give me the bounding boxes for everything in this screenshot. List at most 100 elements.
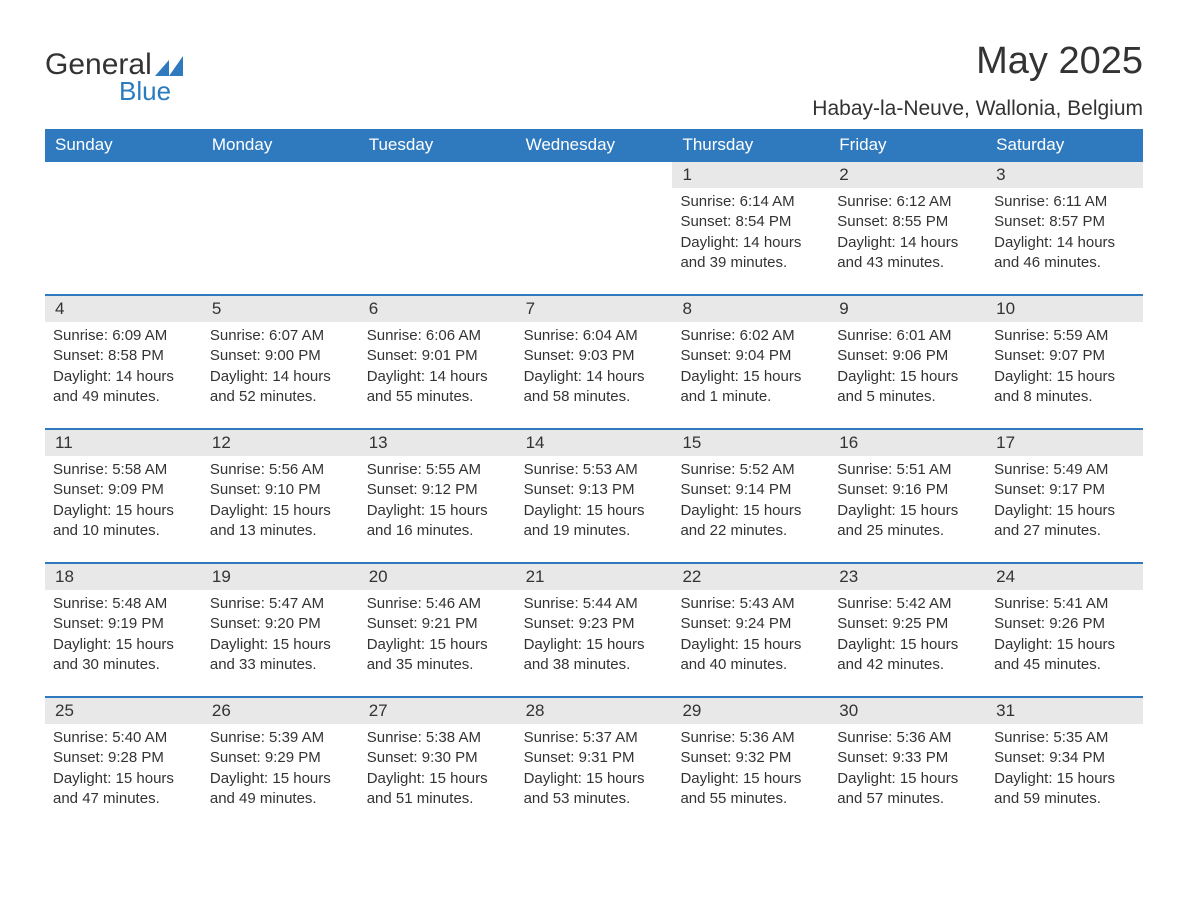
calendar-cell: 6 Sunrise: 6:06 AMSunset: 9:01 PMDaylight… — [359, 296, 516, 428]
page-subtitle: Habay-la-Neuve, Wallonia, Belgium — [812, 97, 1143, 121]
logo-word2: Blue — [119, 76, 183, 107]
sunset-line: Sunset: 8:55 PM — [837, 212, 978, 232]
day-details: Sunrise: 5:38 AMSunset: 9:30 PMDaylight:… — [367, 724, 508, 809]
day-details: Sunrise: 6:12 AMSunset: 8:55 PMDaylight:… — [837, 188, 978, 273]
logo-triangle-icon — [155, 56, 183, 76]
sunset-line: Sunset: 9:12 PM — [367, 480, 508, 500]
dayheader-tuesday: Tuesday — [359, 129, 516, 162]
calendar-cell: 2Sunrise: 6:12 AMSunset: 8:55 PMDaylight… — [829, 162, 986, 294]
daylight-line: Daylight: 15 hours and 42 minutes. — [837, 635, 978, 676]
day-number: 20 — [359, 564, 516, 590]
calendar-cell: 21Sunrise: 5:44 AMSunset: 9:23 PMDayligh… — [516, 564, 673, 696]
sunset-line: Sunset: 9:09 PM — [53, 480, 194, 500]
daylight-line: Daylight: 14 hours and 58 minutes. — [524, 367, 665, 408]
calendar-cell: 23Sunrise: 5:42 AMSunset: 9:25 PMDayligh… — [829, 564, 986, 696]
day-details: Sunrise: 5:59 AMSunset: 9:07 PMDaylight:… — [994, 322, 1135, 407]
sunrise-line: Sunrise: 6:09 AM — [53, 326, 194, 346]
sunrise-line: Sunrise: 5:59 AM — [994, 326, 1135, 346]
day-details: Sunrise: 6:11 AMSunset: 8:57 PMDaylight:… — [994, 188, 1135, 273]
day-number: 6 — [359, 296, 516, 322]
sunrise-line: Sunrise: 5:36 AM — [837, 728, 978, 748]
day-details: Sunrise: 5:40 AMSunset: 9:28 PMDaylight:… — [53, 724, 194, 809]
day-number: 13 — [359, 430, 516, 456]
weeks-container: 1Sunrise: 6:14 AMSunset: 8:54 PMDaylight… — [45, 162, 1143, 830]
sunset-line: Sunset: 8:58 PM — [53, 346, 194, 366]
sunrise-line: Sunrise: 6:06 AM — [367, 326, 508, 346]
sunset-line: Sunset: 9:07 PM — [994, 346, 1135, 366]
calendar-cell: 15Sunrise: 5:52 AMSunset: 9:14 PMDayligh… — [672, 430, 829, 562]
sunrise-line: Sunrise: 5:52 AM — [680, 460, 821, 480]
sunset-line: Sunset: 9:23 PM — [524, 614, 665, 634]
day-details: Sunrise: 6:04 AMSunset: 9:03 PMDaylight:… — [524, 322, 665, 407]
day-number: 4 — [45, 296, 202, 322]
calendar-cell: 14Sunrise: 5:53 AMSunset: 9:13 PMDayligh… — [516, 430, 673, 562]
day-number: 8 — [672, 296, 829, 322]
daylight-line: Daylight: 14 hours and 55 minutes. — [367, 367, 508, 408]
daylight-line: Daylight: 15 hours and 13 minutes. — [210, 501, 351, 542]
daylight-line: Daylight: 15 hours and 47 minutes. — [53, 769, 194, 810]
sunrise-line: Sunrise: 5:51 AM — [837, 460, 978, 480]
day-number: 19 — [202, 564, 359, 590]
sunrise-line: Sunrise: 5:35 AM — [994, 728, 1135, 748]
calendar-week: 18Sunrise: 5:48 AMSunset: 9:19 PMDayligh… — [45, 562, 1143, 696]
sunset-line: Sunset: 9:01 PM — [367, 346, 508, 366]
day-details: Sunrise: 5:36 AMSunset: 9:32 PMDaylight:… — [680, 724, 821, 809]
sunset-line: Sunset: 9:24 PM — [680, 614, 821, 634]
daylight-line: Daylight: 15 hours and 5 minutes. — [837, 367, 978, 408]
day-details: Sunrise: 5:56 AMSunset: 9:10 PMDaylight:… — [210, 456, 351, 541]
sunset-line: Sunset: 9:00 PM — [210, 346, 351, 366]
daylight-line: Daylight: 14 hours and 43 minutes. — [837, 233, 978, 274]
day-details: Sunrise: 5:36 AMSunset: 9:33 PMDaylight:… — [837, 724, 978, 809]
sunrise-line: Sunrise: 5:46 AM — [367, 594, 508, 614]
sunrise-line: Sunrise: 6:01 AM — [837, 326, 978, 346]
calendar-cell: 7Sunrise: 6:04 AMSunset: 9:03 PMDaylight… — [516, 296, 673, 428]
sunrise-line: Sunrise: 5:42 AM — [837, 594, 978, 614]
day-number: 16 — [829, 430, 986, 456]
calendar-cell: 16Sunrise: 5:51 AMSunset: 9:16 PMDayligh… — [829, 430, 986, 562]
sunrise-line: Sunrise: 5:41 AM — [994, 594, 1135, 614]
sunset-line: Sunset: 9:30 PM — [367, 748, 508, 768]
daylight-line: Daylight: 15 hours and 53 minutes. — [524, 769, 665, 810]
sunrise-line: Sunrise: 6:04 AM — [524, 326, 665, 346]
calendar-cell: 19Sunrise: 5:47 AMSunset: 9:20 PMDayligh… — [202, 564, 359, 696]
day-details: Sunrise: 5:49 AMSunset: 9:17 PMDaylight:… — [994, 456, 1135, 541]
day-number: 15 — [672, 430, 829, 456]
sunrise-line: Sunrise: 6:14 AM — [680, 192, 821, 212]
sunset-line: Sunset: 9:20 PM — [210, 614, 351, 634]
daylight-line: Daylight: 15 hours and 59 minutes. — [994, 769, 1135, 810]
calendar-cell: 17Sunrise: 5:49 AMSunset: 9:17 PMDayligh… — [986, 430, 1143, 562]
sunset-line: Sunset: 9:33 PM — [837, 748, 978, 768]
day-number: 10 — [986, 296, 1143, 322]
calendar-cell: 31Sunrise: 5:35 AMSunset: 9:34 PMDayligh… — [986, 698, 1143, 830]
day-number: 12 — [202, 430, 359, 456]
sunset-line: Sunset: 9:21 PM — [367, 614, 508, 634]
day-number: 27 — [359, 698, 516, 724]
sunset-line: Sunset: 9:10 PM — [210, 480, 351, 500]
day-details: Sunrise: 5:51 AMSunset: 9:16 PMDaylight:… — [837, 456, 978, 541]
calendar-cell: 8Sunrise: 6:02 AMSunset: 9:04 PMDaylight… — [672, 296, 829, 428]
calendar-cell: 1Sunrise: 6:14 AMSunset: 8:54 PMDaylight… — [672, 162, 829, 294]
daylight-line: Daylight: 15 hours and 57 minutes. — [837, 769, 978, 810]
sunrise-line: Sunrise: 6:02 AM — [680, 326, 821, 346]
daylight-line: Daylight: 15 hours and 51 minutes. — [367, 769, 508, 810]
sunrise-line: Sunrise: 6:11 AM — [994, 192, 1135, 212]
sunset-line: Sunset: 9:34 PM — [994, 748, 1135, 768]
sunset-line: Sunset: 8:54 PM — [680, 212, 821, 232]
sunrise-line: Sunrise: 5:58 AM — [53, 460, 194, 480]
calendar-cell: 12Sunrise: 5:56 AMSunset: 9:10 PMDayligh… — [202, 430, 359, 562]
daylight-line: Daylight: 14 hours and 46 minutes. — [994, 233, 1135, 274]
sunset-line: Sunset: 9:26 PM — [994, 614, 1135, 634]
calendar-cell: 4Sunrise: 6:09 AMSunset: 8:58 PMDaylight… — [45, 296, 202, 428]
sunset-line: Sunset: 9:03 PM — [524, 346, 665, 366]
daylight-line: Daylight: 15 hours and 45 minutes. — [994, 635, 1135, 676]
day-number: 18 — [45, 564, 202, 590]
daylight-line: Daylight: 15 hours and 30 minutes. — [53, 635, 194, 676]
calendar-cell: 26Sunrise: 5:39 AMSunset: 9:29 PMDayligh… — [202, 698, 359, 830]
dayheader-thursday: Thursday — [672, 129, 829, 162]
sunrise-line: Sunrise: 5:43 AM — [680, 594, 821, 614]
calendar-cell: 22Sunrise: 5:43 AMSunset: 9:24 PMDayligh… — [672, 564, 829, 696]
calendar-week: 11Sunrise: 5:58 AMSunset: 9:09 PMDayligh… — [45, 428, 1143, 562]
calendar-day-headers: Sunday Monday Tuesday Wednesday Thursday… — [45, 129, 1143, 162]
sunset-line: Sunset: 8:57 PM — [994, 212, 1135, 232]
day-details: Sunrise: 5:35 AMSunset: 9:34 PMDaylight:… — [994, 724, 1135, 809]
